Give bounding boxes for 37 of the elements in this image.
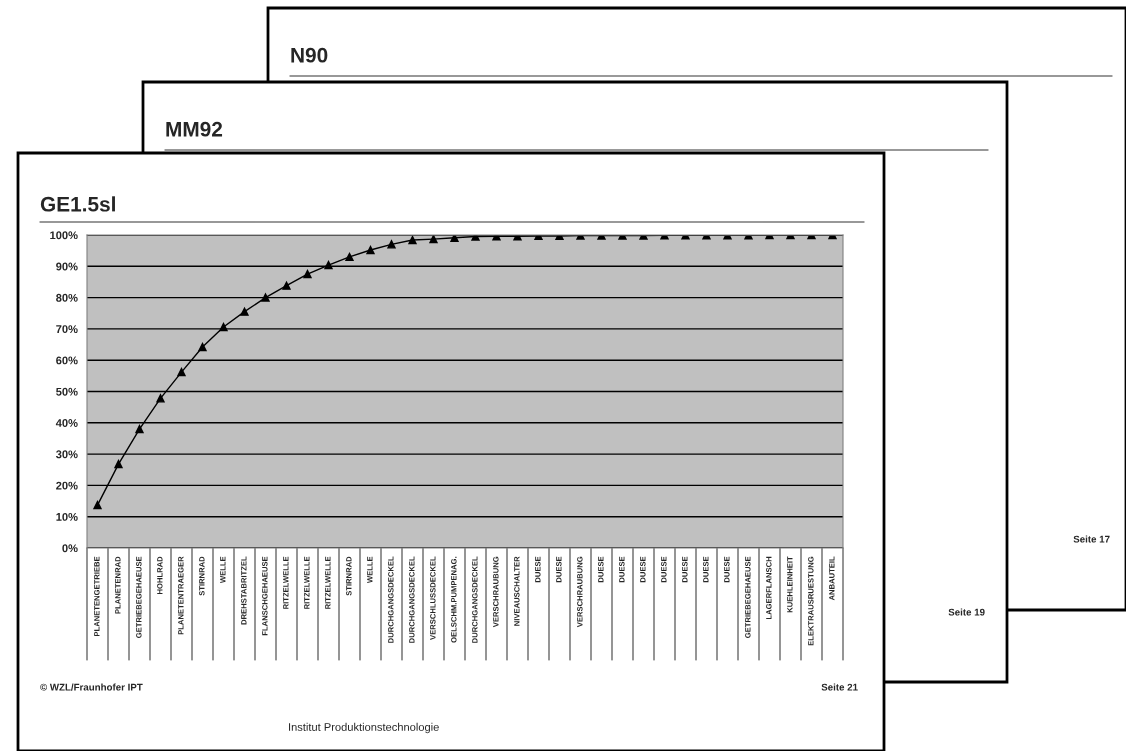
point: [219, 322, 228, 332]
text: MM92: [166, 121, 223, 137]
point: [345, 252, 354, 262]
point: [366, 245, 375, 255]
y-tick-label: 20%: [56, 481, 78, 490]
point: [114, 459, 123, 469]
y-tick-label: 10%: [56, 512, 78, 521]
y-tick-label: 100%: [50, 231, 78, 240]
point: [408, 235, 417, 245]
point: [135, 424, 144, 434]
point: [429, 235, 438, 244]
y-tick-label: 90%: [56, 262, 78, 271]
point: [261, 293, 270, 302]
y-tick-label: 30%: [55, 450, 78, 459]
point: [198, 342, 207, 352]
y-tick-label: 40%: [55, 419, 78, 427]
text: Seite 21: [821, 683, 858, 691]
y-tick-label: 0%: [62, 544, 78, 553]
text: Seite 17: [1073, 535, 1110, 543]
chart-title: GE1.5sl: [40, 196, 115, 212]
y-tick-label: 50%: [56, 387, 78, 396]
point: [282, 281, 291, 290]
point: [303, 269, 312, 279]
y-tick-label: 70%: [56, 325, 78, 334]
point: [93, 500, 102, 510]
point: [450, 235, 459, 242]
text: © WZL/Fraunhofer IPT: [40, 683, 143, 691]
y-tick-label: 80%: [56, 293, 78, 302]
y-tick-label: 60%: [56, 356, 78, 365]
point: [387, 240, 396, 249]
text: Seite 19: [948, 608, 985, 616]
point: [156, 394, 165, 403]
point: [240, 307, 249, 316]
text: Institut Produktionstechnologie: [289, 722, 439, 734]
point: [177, 367, 186, 377]
text: N90: [291, 47, 328, 63]
point: [324, 260, 333, 270]
